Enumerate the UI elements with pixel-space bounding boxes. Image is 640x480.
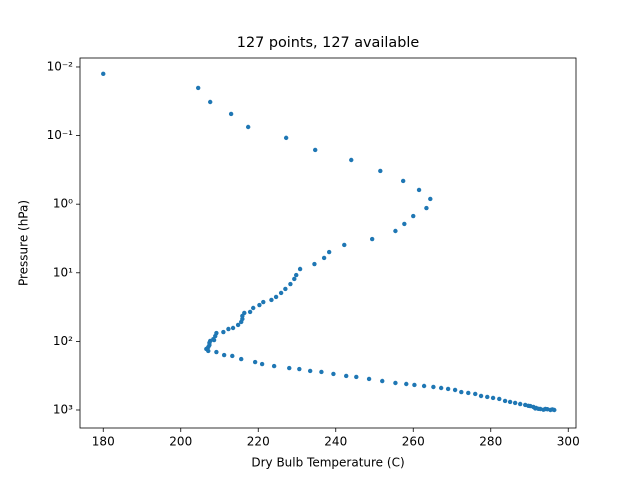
point xyxy=(312,261,317,267)
point xyxy=(252,359,258,365)
point xyxy=(269,297,274,303)
x-tick-label: 220 xyxy=(247,435,270,449)
point xyxy=(507,399,513,405)
point xyxy=(459,389,464,395)
point xyxy=(452,387,458,393)
x-axis-label: Dry Bulb Temperature (C) xyxy=(251,456,404,470)
y-tick-label: 10³ xyxy=(53,402,73,416)
point xyxy=(412,382,417,388)
point xyxy=(288,281,293,287)
point xyxy=(512,400,518,406)
point xyxy=(208,99,213,105)
x-tick-label: 200 xyxy=(169,435,192,449)
point xyxy=(366,376,372,382)
point xyxy=(428,196,433,202)
point xyxy=(283,286,288,292)
point xyxy=(552,407,557,413)
point xyxy=(297,366,302,372)
point xyxy=(344,373,349,379)
point xyxy=(342,242,347,248)
point xyxy=(297,266,303,272)
point xyxy=(402,221,407,227)
point xyxy=(221,352,227,358)
point xyxy=(287,365,292,371)
point xyxy=(518,401,523,407)
point xyxy=(424,205,429,211)
point xyxy=(331,371,336,377)
point xyxy=(239,356,244,362)
point xyxy=(421,383,427,389)
point xyxy=(245,124,251,130)
point xyxy=(319,369,324,375)
y-tick-label: 10⁻¹ xyxy=(47,128,74,142)
point xyxy=(278,290,284,296)
point xyxy=(354,374,359,380)
point xyxy=(378,168,383,174)
point xyxy=(235,322,241,328)
axes-frame xyxy=(79,57,577,429)
chart-title: 127 points, 127 available xyxy=(237,35,420,51)
point xyxy=(313,147,318,153)
point xyxy=(404,381,409,387)
point xyxy=(411,213,416,219)
point xyxy=(478,393,484,399)
point xyxy=(307,368,313,374)
point xyxy=(273,294,279,300)
point xyxy=(497,396,502,402)
x-tick-label: 280 xyxy=(479,435,502,449)
point xyxy=(230,325,236,331)
point xyxy=(101,71,106,77)
point xyxy=(380,378,385,384)
point xyxy=(247,309,253,315)
y-tick-label: 10¹ xyxy=(53,265,73,279)
y-tick-label: 10⁰ xyxy=(53,197,73,211)
point xyxy=(466,390,471,396)
x-tick-label: 180 xyxy=(92,435,115,449)
point xyxy=(271,363,277,369)
x-tick-label: 300 xyxy=(557,435,580,449)
point xyxy=(400,178,406,184)
point xyxy=(206,348,211,354)
x-tick-label: 240 xyxy=(324,435,347,449)
y-tick-label: 10⁻² xyxy=(47,59,74,73)
point xyxy=(213,333,218,339)
point xyxy=(259,361,265,367)
point xyxy=(502,398,508,404)
point xyxy=(393,380,398,386)
point xyxy=(485,394,490,400)
point xyxy=(321,255,327,261)
point xyxy=(349,157,354,163)
point xyxy=(438,385,444,391)
point xyxy=(261,299,266,305)
point xyxy=(226,326,231,332)
point xyxy=(431,384,436,390)
point xyxy=(214,349,219,355)
point xyxy=(473,391,478,397)
point xyxy=(393,228,398,234)
point xyxy=(228,111,234,117)
point xyxy=(230,353,235,359)
point xyxy=(445,386,451,392)
x-tick-label: 260 xyxy=(402,435,425,449)
point xyxy=(369,236,375,242)
point xyxy=(292,276,297,282)
point xyxy=(490,395,496,401)
point xyxy=(416,187,422,193)
y-axis-label: Pressure (hPa) xyxy=(17,200,31,286)
point xyxy=(239,319,244,325)
point xyxy=(257,302,262,308)
point xyxy=(251,305,256,311)
point xyxy=(283,135,289,141)
point xyxy=(221,329,226,335)
point xyxy=(294,272,299,278)
point xyxy=(326,249,332,255)
y-tick-label: 10² xyxy=(53,334,73,348)
point xyxy=(195,85,201,91)
